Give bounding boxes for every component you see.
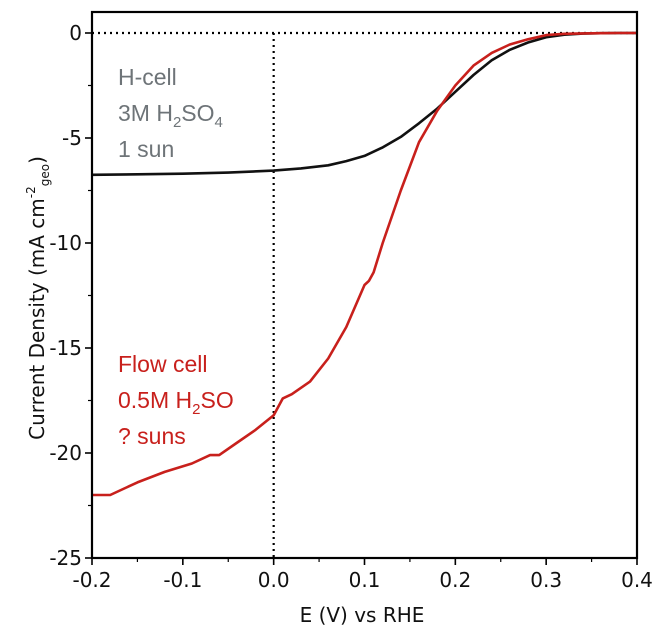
x-tick-label: 0.1 (349, 568, 381, 592)
y-tick-label: -10 (49, 231, 82, 255)
x-tick-label: 0.2 (439, 568, 471, 592)
h-cell-line: 1 sun (118, 136, 174, 162)
y-tick-label: -5 (62, 126, 82, 150)
y-tick-label: 0 (69, 21, 82, 45)
flow-cell-label: Flow cell 0.5M H2SO ? suns (118, 351, 234, 449)
series-layer (91, 31, 637, 497)
x-axis-title: E (V) vs RHE (300, 603, 425, 627)
y-axis-title: Current Density (mA cm-2geo) (24, 156, 52, 440)
x-tick-label: 0.4 (621, 568, 653, 592)
reference-lines (92, 31, 637, 558)
label-part: SO (181, 100, 214, 126)
y-axis-title-sub: geo (38, 164, 52, 186)
flow-cell-line: ? suns (118, 423, 186, 449)
x-tick-label: -0.2 (72, 568, 111, 592)
h-cell-line: 3M H2SO4 (118, 100, 223, 131)
axis-ticks: -0.2 -0.1 0.0 0.1 0.2 0.3 0.4 0 -5 -10 -15 -20 -25 (49, 21, 653, 592)
x-tick-label: 0.0 (258, 568, 290, 592)
flow-cell-line: Flow cell (118, 351, 207, 377)
label-part: SO (200, 387, 233, 413)
y-axis-title-close: ) (25, 156, 49, 164)
flow-cell-curve (92, 31, 637, 497)
flow-cell-line: 0.5M H2SO (118, 387, 234, 418)
label-part: 2 (173, 114, 181, 131)
x-tick-label: -0.1 (163, 568, 202, 592)
label-part: 0.5M H (118, 387, 192, 413)
h-cell-line: H-cell (118, 64, 177, 90)
y-axis-title-sup: -2 (24, 186, 38, 198)
y-tick-label: -20 (49, 441, 82, 465)
x-tick-label: 0.3 (530, 568, 562, 592)
h-cell-label: H-cell 3M H2SO4 1 sun (118, 64, 223, 162)
label-part: 4 (215, 114, 223, 131)
label-part: 2 (192, 401, 200, 418)
y-tick-label: -15 (49, 336, 82, 360)
y-axis-title-main: Current Density (mA cm (25, 198, 49, 440)
label-part: 3M H (118, 100, 173, 126)
y-tick-label: -25 (49, 546, 82, 570)
